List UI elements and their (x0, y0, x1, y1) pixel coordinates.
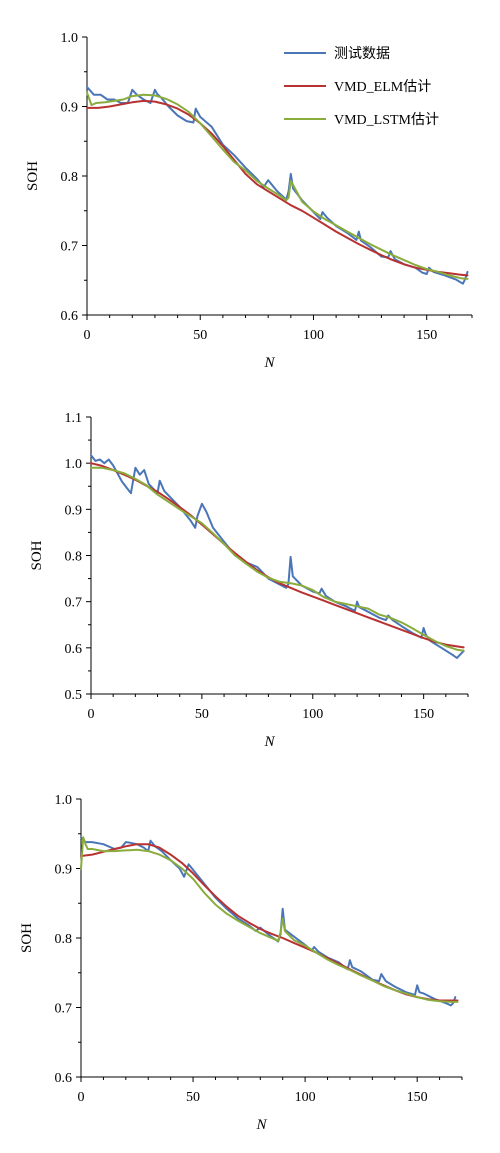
y-tick-label: 1.1 (65, 411, 83, 426)
chart-2: 0.5 0.6 0.7 0.8 0.9 1.0 1.1 0 50 100 150 N SOH (29, 411, 469, 750)
series-line-2 (86, 99, 469, 277)
y-tick-label: 0.7 (55, 1002, 73, 1017)
series-line-1 (90, 454, 465, 659)
series-line-3 (90, 466, 465, 652)
x-axis-title: N (263, 734, 275, 750)
x-tick-label: 0 (88, 707, 95, 722)
y-tick-label: 0.6 (61, 309, 79, 324)
x-axis-title: N (255, 1117, 267, 1133)
x-axis-title: N (263, 355, 275, 371)
x-tick-label: 50 (195, 707, 209, 722)
series-line-2 (90, 462, 465, 649)
y-tick-label: 0.5 (65, 688, 83, 703)
y-axis-title: SOH (25, 161, 41, 191)
y-axis-title: SOH (19, 923, 35, 953)
y-tick-label: 0.7 (65, 596, 83, 611)
y-tick-label: 1.0 (55, 793, 73, 808)
x-tick-label: 150 (413, 707, 434, 722)
x-tick-label: 0 (84, 328, 91, 343)
series-line-3 (86, 91, 469, 280)
series-line-3 (80, 836, 459, 1003)
y-tick-label: 0.7 (61, 240, 79, 255)
x-tick-label: 50 (186, 1090, 200, 1105)
y-axis-title: SOH (29, 540, 45, 570)
series-line-2 (80, 843, 459, 1002)
x-tick-label: 150 (416, 328, 437, 343)
y-tick-label: 0.9 (65, 503, 83, 518)
y-tick-label: 0.9 (55, 863, 73, 878)
legend-label-1: 测试数据 (334, 46, 390, 62)
y-tick-label: 1.0 (65, 457, 83, 472)
x-tick-label: 100 (303, 328, 324, 343)
chart-3: 0.6 0.7 0.8 0.9 1.0 0 50 100 150 N SOH (19, 793, 463, 1133)
x-tick-label: 0 (78, 1090, 85, 1105)
x-tick-label: 50 (193, 328, 207, 343)
legend-label-2: VMD_ELM估计 (334, 79, 431, 95)
y-tick-label: 0.9 (61, 101, 79, 116)
y-tick-label: 0.8 (55, 932, 73, 947)
series-line-1 (80, 836, 457, 1007)
y-tick-label: 0.6 (65, 642, 83, 657)
y-tick-label: 0.6 (55, 1071, 73, 1086)
x-tick-label: 150 (407, 1090, 428, 1105)
x-tick-label: 100 (295, 1090, 316, 1105)
y-tick-label: 0.8 (65, 550, 83, 565)
y-tick-label: 0.8 (61, 170, 79, 185)
y-tick-label: 1.0 (61, 31, 79, 46)
x-tick-label: 100 (302, 707, 323, 722)
chart-1: 0.6 0.7 0.8 0.9 1.0 0 50 100 150 N SOH 测试数据 VMD_ELM估… (25, 31, 473, 371)
legend-label-3: VMD_LSTM估计 (334, 112, 439, 128)
